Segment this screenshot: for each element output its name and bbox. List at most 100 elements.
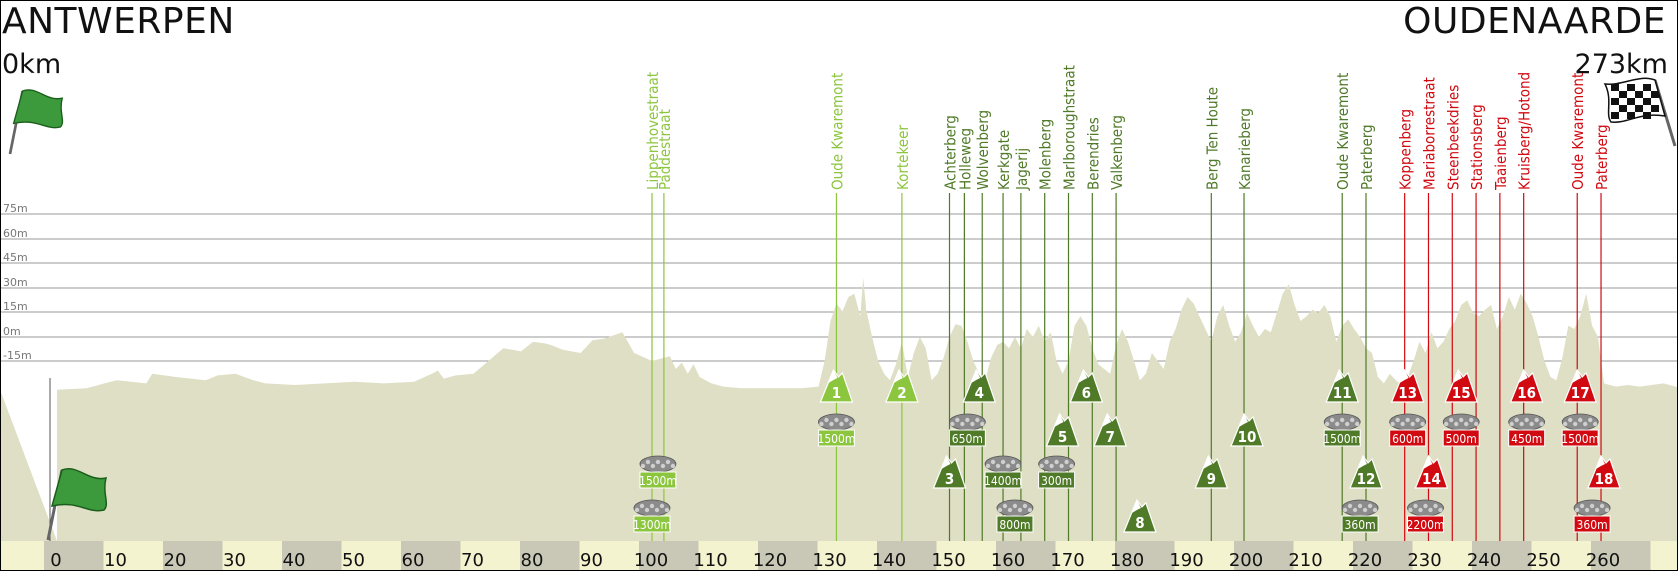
climb-label-group: Paterberg bbox=[1593, 124, 1611, 190]
cobble-dot bbox=[824, 417, 829, 423]
cobble-dot bbox=[1524, 417, 1529, 423]
mountain-icon bbox=[819, 368, 854, 403]
checker-square bbox=[1619, 105, 1627, 112]
cobble-length-box bbox=[1341, 515, 1379, 533]
y-tick-label: 0m bbox=[3, 325, 21, 338]
climb-number: 8 bbox=[1135, 514, 1144, 532]
x-tick-label: 160 bbox=[991, 550, 1025, 571]
cobble-dot bbox=[1454, 421, 1459, 427]
mountain-icon bbox=[962, 368, 997, 403]
cobble-dot bbox=[985, 463, 991, 469]
cobble-dot bbox=[995, 463, 1001, 469]
cobble-marker: 1500m bbox=[639, 455, 677, 489]
climb-label: Molenberg bbox=[1037, 119, 1055, 190]
cobble-length: 1500m bbox=[1323, 432, 1361, 446]
mountain-icon bbox=[1390, 368, 1425, 403]
x-axis-alt-band bbox=[163, 541, 223, 571]
cobble-dot bbox=[1433, 503, 1438, 509]
climb-number: 11 bbox=[1333, 384, 1352, 402]
cobble-dot bbox=[1400, 421, 1405, 427]
cobble-dot bbox=[950, 421, 955, 427]
snow-cap-icon bbox=[1239, 414, 1248, 427]
climb-label: Kanarieberg bbox=[1236, 108, 1254, 190]
climb-label: Kruisberg/Hotond bbox=[1516, 72, 1534, 190]
cobble-dot bbox=[1330, 417, 1335, 423]
cobble-dot bbox=[1059, 463, 1064, 469]
cobble-dot bbox=[1325, 421, 1330, 427]
climb-number: 15 bbox=[1452, 384, 1471, 402]
x-tick-label: 210 bbox=[1288, 550, 1322, 571]
snow-cap-icon bbox=[1102, 414, 1112, 427]
cobble-dot bbox=[654, 507, 660, 513]
cobble-length-box bbox=[639, 471, 677, 489]
x-axis-alt-band bbox=[1472, 541, 1532, 571]
climb-marker: 2 bbox=[885, 368, 919, 403]
climb-label: Marlboroughstraat bbox=[1061, 65, 1079, 190]
cobble-dot bbox=[849, 421, 854, 427]
x-tick-label: 30 bbox=[223, 550, 246, 571]
cobble-length-box bbox=[817, 429, 855, 447]
climb-label-group: Paterberg bbox=[1358, 124, 1376, 190]
cobble-marker: 1500m bbox=[1561, 413, 1599, 447]
climb-number: 18 bbox=[1595, 470, 1614, 488]
snow-cap-icon bbox=[1453, 370, 1463, 383]
cobble-dot bbox=[839, 421, 844, 427]
x-tick-label: 200 bbox=[1229, 550, 1263, 571]
checker-square bbox=[1643, 84, 1651, 91]
mountain-icon bbox=[1123, 498, 1157, 533]
x-tick-label: 140 bbox=[872, 550, 906, 571]
checker-square bbox=[1651, 105, 1659, 112]
mountain-icon bbox=[1230, 412, 1264, 447]
cobble-length-box bbox=[1573, 515, 1611, 533]
climb-label-group: Berg Ten Houte bbox=[1203, 87, 1221, 190]
climb-label-group: Marlboroughstraat bbox=[1061, 65, 1079, 190]
cobble-dot bbox=[1357, 503, 1363, 509]
cobble-dot bbox=[1345, 421, 1350, 427]
cobble-dot bbox=[1410, 421, 1415, 427]
x-tick-label: 0 bbox=[50, 550, 61, 571]
finish-flag-icon bbox=[1603, 77, 1677, 147]
climb-label: Valkenberg bbox=[1108, 115, 1126, 190]
x-axis-alt-band bbox=[1591, 541, 1651, 571]
mountain-icon bbox=[1509, 368, 1544, 403]
cobble-length: 2200m bbox=[1407, 518, 1445, 532]
climb-number: 5 bbox=[1058, 428, 1067, 446]
cobble-dot bbox=[1347, 503, 1353, 509]
x-axis-alt-band bbox=[1234, 541, 1294, 571]
x-tick-label: 20 bbox=[164, 550, 187, 571]
climb-label: Steenbeekdries bbox=[1444, 85, 1462, 190]
cobble-dot bbox=[1514, 417, 1519, 423]
cobble-dot bbox=[1420, 421, 1425, 427]
climb-label: Paddestraat bbox=[656, 109, 674, 190]
snow-cap-icon bbox=[1518, 370, 1528, 383]
climb-number: 2 bbox=[897, 384, 906, 402]
x-tick-label: 80 bbox=[521, 550, 544, 571]
climb-marker: 7 bbox=[1093, 412, 1127, 447]
climb-marker: 15 bbox=[1444, 368, 1479, 403]
cobble-dot bbox=[1464, 421, 1469, 427]
climb-label-group: Wolvenberg bbox=[974, 110, 992, 190]
cobble-dot bbox=[1039, 463, 1044, 469]
y-tick-label: -15m bbox=[3, 349, 32, 362]
climb-label: Holleweg bbox=[956, 128, 974, 190]
cobble-dot bbox=[1049, 463, 1054, 469]
cobble-dot bbox=[975, 417, 980, 423]
climb-marker: 9 bbox=[1194, 454, 1229, 489]
climb-label: Stationsberg bbox=[1468, 104, 1486, 190]
elevation-profile bbox=[0, 277, 1678, 541]
checker-square bbox=[1611, 98, 1619, 105]
cobble-length-box bbox=[1442, 429, 1480, 447]
cobble-dot bbox=[980, 421, 985, 427]
cobble-dot bbox=[1044, 459, 1049, 465]
cobble-dot bbox=[1563, 421, 1568, 427]
cobble-dot bbox=[1340, 417, 1345, 423]
climb-marker: 5 bbox=[1045, 412, 1080, 447]
cobble-length: 1500m bbox=[817, 432, 855, 446]
climb-label: Jagerij bbox=[1013, 148, 1031, 191]
climb-marker: 12 bbox=[1349, 454, 1383, 489]
climb-label-group: Mariaborrestraat bbox=[1420, 77, 1438, 190]
cobble-dot bbox=[1010, 459, 1016, 465]
cobble-length: 600m bbox=[1392, 432, 1423, 446]
